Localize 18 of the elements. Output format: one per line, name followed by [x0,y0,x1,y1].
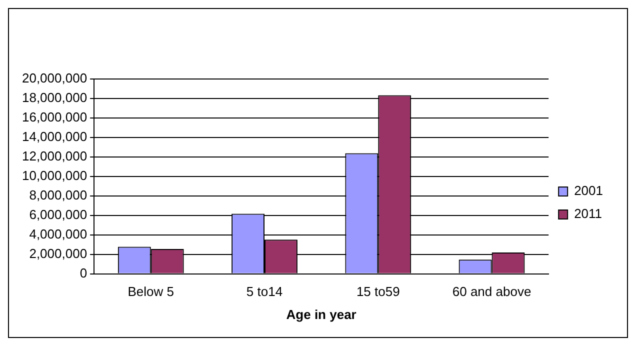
y-tick-label: 10,000,000 [22,168,88,183]
y-tick-label: 16,000,000 [22,110,88,125]
y-tick-label: 4,000,000 [29,226,88,242]
x-tick-label: 15 to59 [356,284,400,300]
x-tick-label: 60 and above [452,284,532,300]
x-tick-label: 5 to14 [246,284,283,300]
y-tick-label: 6,000,000 [29,206,88,222]
legend-label: 2001 [574,183,603,198]
y-tick-label: 8,000,000 [29,187,88,202]
y-tick-label: 14,000,000 [22,129,88,144]
y-tick-label: 2,000,000 [29,246,88,261]
legend-label: 2011 [574,206,602,222]
y-tick-label: 20,000,000 [22,70,88,86]
y-tick-label: 12,000,000 [22,148,88,164]
x-axis-title: Age in year [286,306,356,322]
y-tick-label: 18,000,000 [22,90,88,106]
x-tick-label: Below 5 [128,284,174,300]
y-tick-label: 0 [80,265,88,280]
